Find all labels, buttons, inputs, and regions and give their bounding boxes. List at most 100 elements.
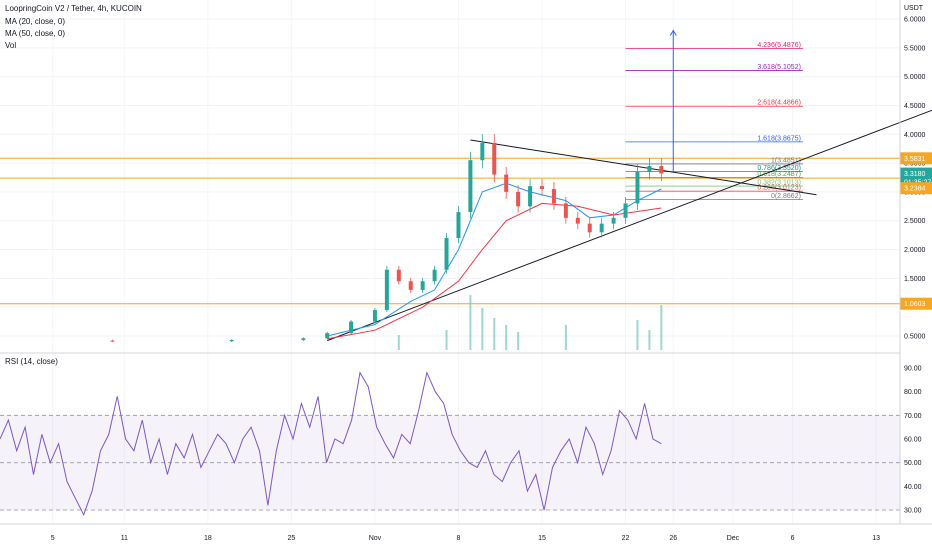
candle-body: [301, 338, 306, 341]
time-tick-label: 5: [51, 535, 55, 542]
fib-level-label: 0.618(3.2487): [757, 171, 801, 178]
resistance-price-tag-label: 3.5831: [904, 156, 926, 163]
fib-level-label: 4.236(5.4876): [757, 42, 801, 49]
volume-bar: [493, 318, 496, 350]
candle-body: [396, 269, 401, 282]
volume-bar: [445, 330, 448, 350]
fib-level-label: 1(3.4851): [771, 157, 801, 164]
rsi-tick-label: 70.00: [904, 413, 922, 420]
candle-body: [611, 217, 616, 224]
time-tick-label: 22: [622, 535, 630, 542]
candle-body: [349, 321, 354, 334]
horizontal-levels: [0, 157, 900, 305]
time-tick-label: 18: [204, 535, 212, 542]
fib-level-label: 1.618(3.8675): [757, 135, 801, 142]
price-tick-label: 2.0000: [904, 247, 926, 254]
volume-bars: [397, 295, 663, 350]
candle-body: [504, 174, 509, 192]
ma20-legend[interactable]: MA (20, close, 0): [5, 17, 66, 26]
rsi-tick-label: 30.00: [904, 508, 922, 515]
candle-body: [325, 333, 330, 339]
current-price-tag-label: 3.3180: [904, 171, 926, 178]
support-price-tag-label: 3.2384: [904, 186, 926, 193]
grid: [0, 18, 900, 337]
support-price-tag[interactable]: [900, 182, 932, 195]
volume-bar: [397, 335, 400, 350]
candle-body: [551, 189, 556, 204]
candle-body: [110, 340, 115, 342]
fib-level-label: 0.236(3.0123): [757, 185, 801, 192]
rsi-axis: 90.00 80.00 70.00 60.00 50.00 40.00 30.00: [904, 366, 922, 515]
volume-bar: [564, 325, 567, 350]
rsi-tick-label: 80.00: [904, 389, 922, 396]
volume-bar: [636, 320, 639, 350]
price-tick-label: 0.5000: [904, 334, 926, 341]
price-tick-label: 4.0000: [904, 132, 926, 139]
candle-body: [420, 281, 425, 290]
target-arrow-head: [669, 29, 677, 36]
fib-level-label: 0(2.8662): [771, 193, 801, 200]
price-tick-label: 4.5000: [904, 103, 926, 110]
rsi-line: [0, 371, 662, 516]
moving-averages: [327, 182, 662, 340]
fib-level-label: 0.382(3.1013): [757, 180, 801, 187]
trendline[interactable]: [470, 139, 817, 196]
candle-body: [480, 142, 485, 161]
volume-bar: [469, 295, 472, 350]
time-tick-label: 13: [872, 535, 880, 542]
candle-body: [587, 223, 592, 233]
candle-body: [540, 186, 544, 190]
time-tick-label: 8: [457, 535, 461, 542]
fib-level-label: 3.618(5.1052): [757, 64, 801, 71]
chart-title: LoopringCoin V2 / Tether, 4h, KUCOIN: [5, 4, 142, 13]
price-series: [110, 134, 664, 343]
time-axis: 5 11 18 25 Nov 8 15 22 26 Dec 6 13: [51, 535, 880, 542]
volume-bar: [481, 308, 484, 350]
price-tick-label: 2.5000: [904, 218, 926, 225]
price-tick-label: 1.5000: [904, 276, 926, 283]
currency-label: USDT: [904, 5, 924, 12]
volume-bar: [660, 305, 663, 350]
candle-body: [528, 186, 533, 207]
time-tick-label: Dec: [727, 535, 740, 542]
volume-bar: [648, 330, 651, 350]
resistance-price-tag[interactable]: [900, 152, 932, 165]
rsi-band: [0, 414, 900, 511]
candle-body: [444, 238, 449, 270]
low-level-price-tag-label: 1.0603: [904, 301, 926, 308]
volume-legend[interactable]: Vol: [5, 41, 17, 50]
candle-body: [468, 160, 473, 213]
time-tick-label: 25: [288, 535, 296, 542]
candle-body: [516, 191, 521, 207]
time-tick-label: 6: [791, 535, 795, 542]
candle-body: [432, 269, 437, 282]
low-level-price-tag[interactable]: [900, 297, 932, 310]
ma50-legend[interactable]: MA (50, close, 0): [5, 29, 66, 38]
candle-body: [647, 165, 652, 172]
volume-bar: [517, 332, 520, 350]
ma50-line: [327, 202, 662, 340]
candle-body: [492, 142, 497, 175]
candle-body: [659, 165, 664, 174]
candle-body: [229, 340, 234, 342]
fib-level-label: 2.618(4.4866): [757, 100, 801, 107]
time-tick-label: 15: [538, 535, 546, 542]
trendline[interactable]: [327, 100, 932, 342]
rsi-series: [0, 371, 662, 516]
candle-body: [408, 281, 413, 290]
price-tick-label: 5.5000: [904, 45, 926, 52]
rsi-legend[interactable]: RSI (14, close): [5, 357, 58, 366]
volume-bar: [505, 325, 508, 350]
candle-body: [563, 203, 568, 218]
fibonacci-levels: 0(2.8662)0.236(3.0123)0.382(3.1013) 0.618…: [625, 42, 803, 200]
candle-body: [575, 217, 580, 224]
candle-body: [456, 212, 461, 239]
rsi-tick-label: 90.00: [904, 366, 922, 373]
ma20-line: [327, 182, 662, 337]
price-tick-label: 5.0000: [904, 74, 926, 81]
price-tick-label: 6.0000: [904, 17, 926, 24]
time-tick-label: Nov: [369, 535, 382, 542]
